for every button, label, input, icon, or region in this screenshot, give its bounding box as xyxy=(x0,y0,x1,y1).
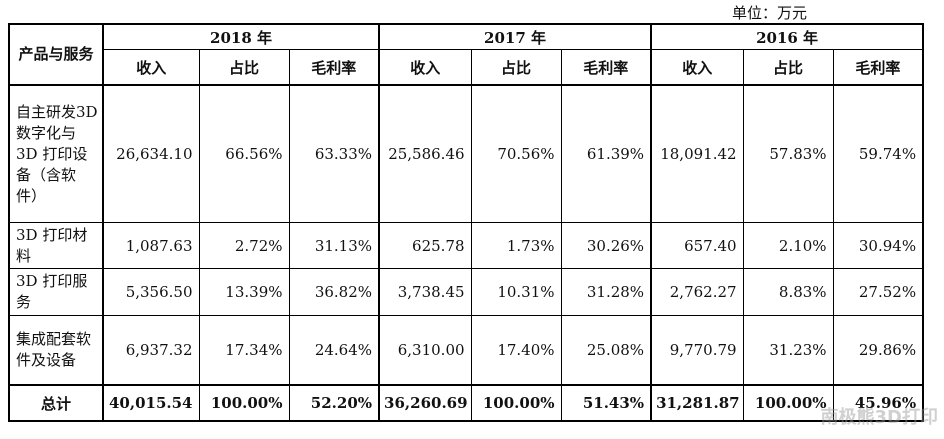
total-revenue: 36,260.69 xyxy=(378,384,472,422)
revenue-table: 产品与服务 2018 年 2017 年 2016 年 收入 占比 毛利率 收入 … xyxy=(8,23,925,422)
cell-margin: 24.64% xyxy=(288,315,380,386)
cell-share: 1.73% xyxy=(470,222,562,269)
cell-share: 13.39% xyxy=(198,268,290,316)
product-name: 集成配套软件及设备 xyxy=(8,315,104,386)
cell-margin: 63.33% xyxy=(288,84,380,223)
header-revenue: 收入 xyxy=(378,49,472,86)
product-name: 3D 打印服务 xyxy=(8,268,104,316)
total-margin: 45.96% xyxy=(832,384,924,422)
cell-revenue: 9,770.79 xyxy=(650,315,744,386)
product-name: 自主研发3D 数字化与 3D 打印设备（含软件） xyxy=(8,84,104,223)
total-share: 100.00% xyxy=(470,384,562,422)
table-row: 集成配套软件及设备 6,937.32 17.34% 24.64% 6,310.0… xyxy=(8,315,924,386)
cell-share: 17.40% xyxy=(470,315,562,386)
watermark: 南极熊3D打印 xyxy=(820,407,938,428)
cell-margin: 36.82% xyxy=(288,268,380,316)
header-revenue: 收入 xyxy=(650,49,744,86)
header-year-2018: 2018 年 xyxy=(101,23,380,50)
table-row: 3D 打印服务 5,356.50 13.39% 36.82% 3,738.45 … xyxy=(8,268,924,316)
cell-revenue: 2,762.27 xyxy=(650,268,744,316)
header-year-2017: 2017 年 xyxy=(378,23,652,50)
cell-share: 57.83% xyxy=(742,84,834,223)
cell-revenue: 26,634.10 xyxy=(102,84,200,223)
unit-label: 单位：万元 xyxy=(732,4,808,22)
cell-margin: 30.26% xyxy=(560,222,652,269)
header-share: 占比 xyxy=(198,49,290,86)
cell-margin: 30.94% xyxy=(832,222,924,269)
cell-margin: 59.74% xyxy=(832,84,924,223)
total-margin: 51.43% xyxy=(560,384,652,422)
product-name: 3D 打印材料 xyxy=(8,222,104,269)
cell-share: 2.72% xyxy=(198,222,290,269)
header-share: 占比 xyxy=(742,49,834,86)
cell-share: 10.31% xyxy=(470,268,562,316)
cell-revenue: 657.40 xyxy=(650,222,744,269)
cell-share: 8.83% xyxy=(742,268,834,316)
header-margin: 毛利率 xyxy=(560,49,652,86)
header-year-2016: 2016 年 xyxy=(650,23,924,50)
header-margin: 毛利率 xyxy=(832,49,924,86)
header-revenue: 收入 xyxy=(102,49,200,86)
total-label: 总计 xyxy=(8,384,104,422)
cell-margin: 31.28% xyxy=(560,268,652,316)
total-share: 100.00% xyxy=(198,384,290,422)
cell-revenue: 18,091.42 xyxy=(650,84,744,223)
cell-margin: 31.13% xyxy=(288,222,380,269)
cell-share: 70.56% xyxy=(470,84,562,223)
total-revenue: 31,281.87 xyxy=(650,384,744,422)
total-row: 总计 40,015.54 100.00% 52.20% 36,260.69 10… xyxy=(8,384,924,422)
table-row: 自主研发3D 数字化与 3D 打印设备（含软件） 26,634.10 66.56… xyxy=(8,84,924,223)
cell-revenue: 25,586.46 xyxy=(378,84,472,223)
cell-revenue: 6,310.00 xyxy=(378,315,472,386)
header-product: 产品与服务 xyxy=(8,23,104,86)
cell-revenue: 5,356.50 xyxy=(102,268,200,316)
header-margin: 毛利率 xyxy=(288,49,380,86)
cell-share: 66.56% xyxy=(198,84,290,223)
total-share: 100.00% xyxy=(742,384,834,422)
cell-margin: 29.86% xyxy=(832,315,924,386)
total-revenue: 40,015.54 xyxy=(102,384,200,422)
total-margin: 52.20% xyxy=(288,384,380,422)
cell-revenue: 6,937.32 xyxy=(102,315,200,386)
cell-share: 31.23% xyxy=(742,315,834,386)
cell-revenue: 3,738.45 xyxy=(378,268,472,316)
cell-margin: 25.08% xyxy=(560,315,652,386)
table-row: 3D 打印材料 1,087.63 2.72% 31.13% 625.78 1.7… xyxy=(8,222,924,269)
cell-revenue: 1,087.63 xyxy=(102,222,200,269)
cell-share: 2.10% xyxy=(742,222,834,269)
cell-share: 17.34% xyxy=(198,315,290,386)
cell-revenue: 625.78 xyxy=(378,222,472,269)
header-share: 占比 xyxy=(470,49,562,86)
cell-margin: 61.39% xyxy=(560,84,652,223)
cell-margin: 27.52% xyxy=(832,268,924,316)
